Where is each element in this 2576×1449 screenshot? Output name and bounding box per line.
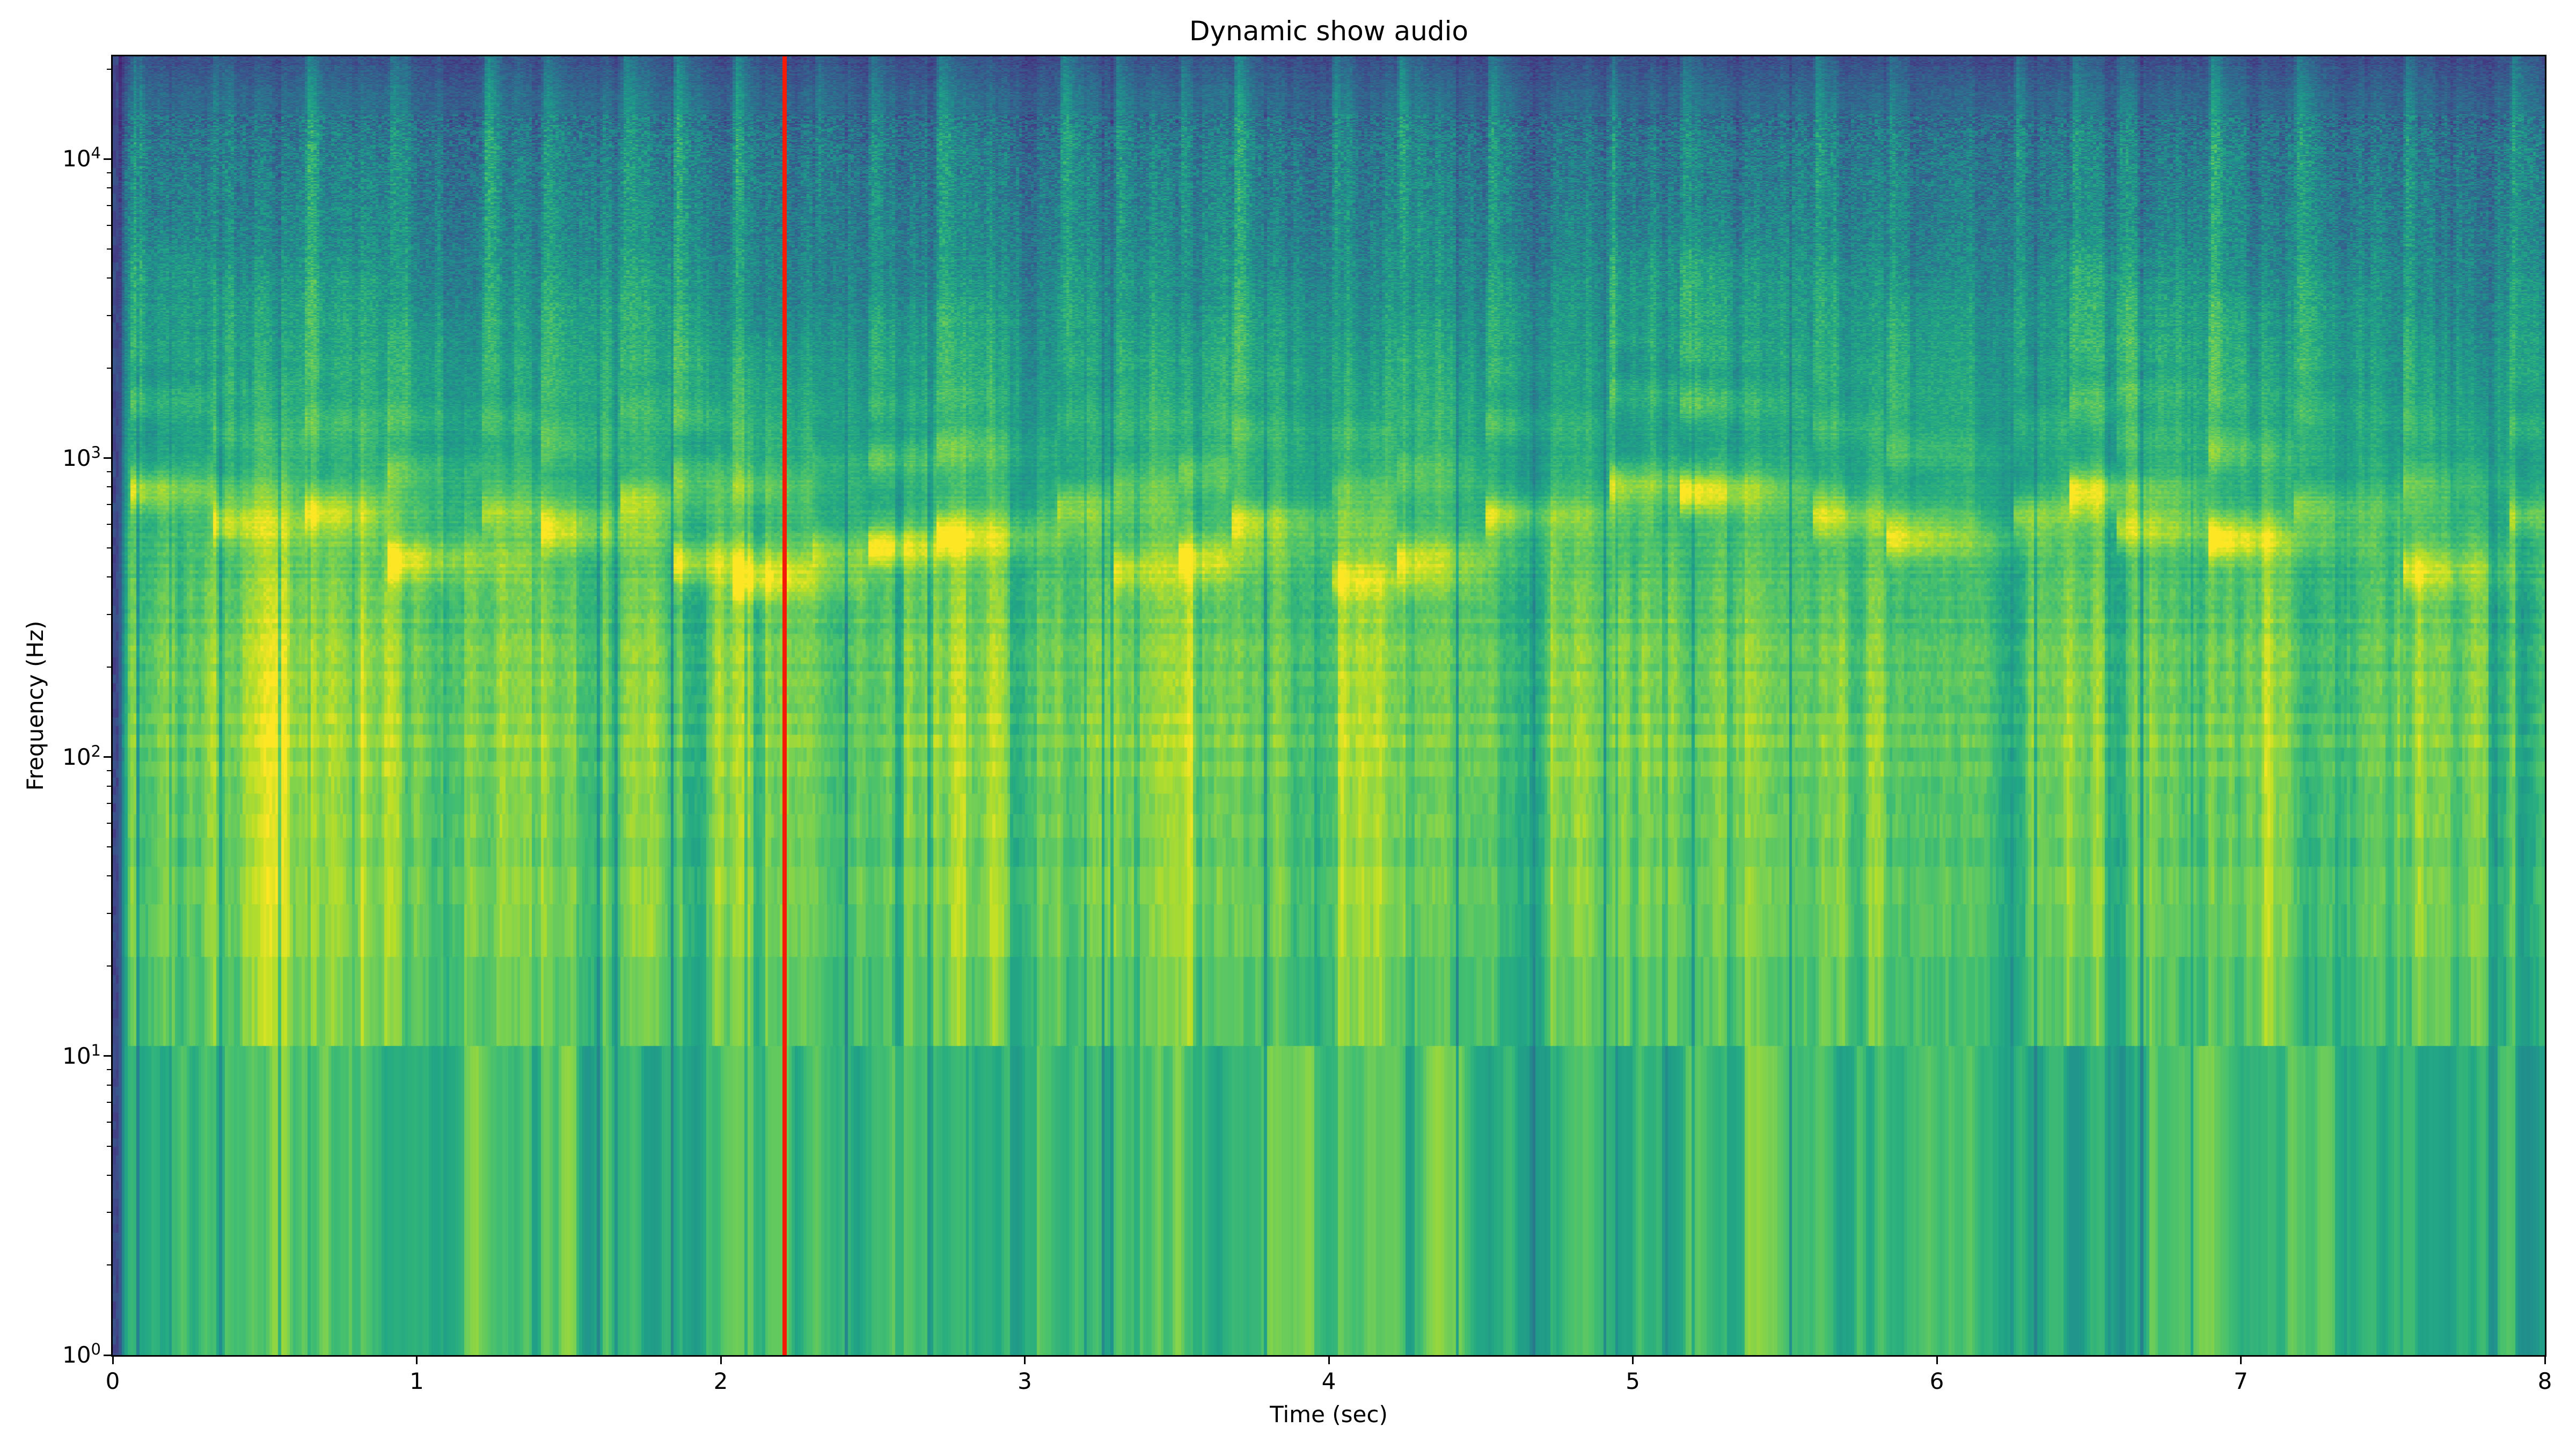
y-minor-tick [107,1122,111,1123]
y-minor-tick [107,613,111,615]
y-minor-tick [107,68,111,70]
y-minor-tick [107,875,111,877]
x-tick-label: 4 [1321,1368,1336,1394]
y-minor-tick [107,823,111,824]
y-minor-tick [107,1212,111,1213]
x-major-tick [112,1357,114,1364]
y-tick-label: 103 [62,443,101,471]
y-tick-label: 100 [62,1340,101,1368]
y-minor-tick [107,965,111,967]
y-major-tick [104,457,111,459]
x-major-tick [1328,1357,1330,1364]
y-major-tick [104,158,111,160]
x-tick-label: 1 [409,1368,424,1394]
x-major-tick [2240,1357,2242,1364]
y-minor-tick [107,912,111,914]
plot-area [111,55,2546,1357]
y-minor-tick [107,367,111,369]
y-minor-tick [107,486,111,488]
y-minor-tick [107,503,111,505]
x-major-tick [2544,1357,2546,1364]
y-minor-tick [107,187,111,189]
y-minor-tick [107,1102,111,1103]
y-minor-tick [107,785,111,787]
y-minor-tick [107,172,111,173]
y-major-tick [104,756,111,758]
x-tick-label: 2 [713,1368,728,1394]
y-minor-tick [107,802,111,804]
x-major-tick [1024,1357,1026,1364]
y-minor-tick [107,846,111,848]
y-minor-tick [107,524,111,525]
y-minor-tick [107,248,111,250]
y-minor-tick [107,204,111,206]
y-minor-tick [107,666,111,668]
y-tick-label: 101 [62,1041,101,1069]
x-tick-label: 3 [1018,1368,1032,1394]
x-axis-label: Time (sec) [1270,1401,1388,1428]
y-minor-tick [107,1264,111,1266]
y-minor-tick [107,471,111,472]
y-major-tick [104,1354,111,1356]
y-minor-tick [107,314,111,316]
chart-title: Dynamic show audio [1189,16,1469,47]
spectrogram-canvas [113,56,2545,1355]
time-marker-line [782,56,787,1355]
x-tick-label: 7 [2234,1368,2248,1394]
y-minor-tick [107,1069,111,1071]
x-tick-label: 5 [1626,1368,1640,1394]
y-minor-tick [107,1145,111,1147]
y-minor-tick [107,1084,111,1086]
y-minor-tick [107,576,111,578]
x-major-tick [416,1357,418,1364]
x-major-tick [1632,1357,1634,1364]
y-tick-label: 102 [62,742,101,770]
x-tick-label: 6 [1929,1368,1944,1394]
y-tick-label: 104 [62,144,101,172]
y-minor-tick [107,224,111,226]
x-major-tick [1936,1357,1938,1364]
y-minor-tick [107,1174,111,1176]
x-major-tick [720,1357,722,1364]
y-minor-tick [107,547,111,549]
y-minor-tick [107,770,111,772]
x-tick-label: 8 [2537,1368,2552,1394]
y-major-tick [104,1055,111,1057]
y-minor-tick [107,277,111,279]
x-tick-label: 0 [105,1368,120,1394]
